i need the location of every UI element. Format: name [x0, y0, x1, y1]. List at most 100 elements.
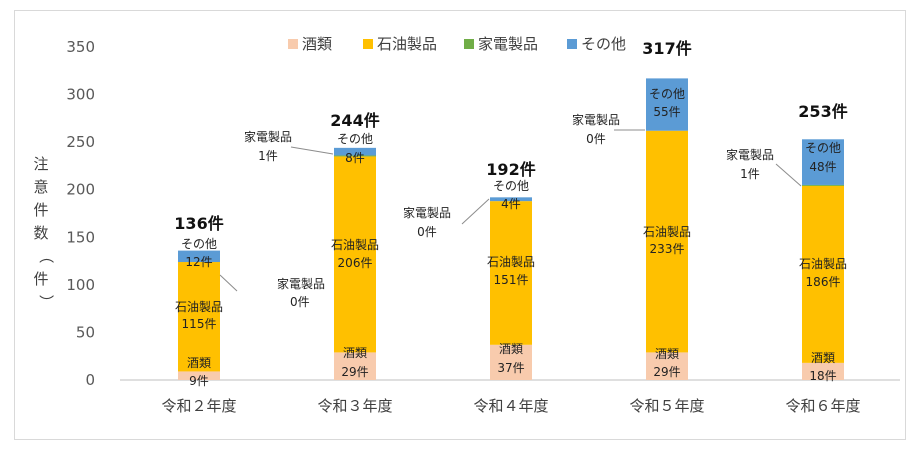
y-axis-label-char: 件: [33, 270, 48, 288]
bar-segment: [646, 352, 688, 380]
bar-segment: [802, 139, 844, 185]
segment-label-count: 55件: [653, 105, 680, 119]
bar-segment: [178, 250, 220, 263]
segment-label-name: 酒類: [499, 342, 523, 356]
y-axis-label-char: 件: [33, 201, 48, 219]
segment-label-name: 酒類: [811, 351, 835, 365]
y-tick-label: 300: [66, 86, 95, 104]
y-tick-label: 50: [76, 323, 95, 341]
segment-label-name: 石油製品: [643, 225, 691, 239]
bar-segment: [646, 130, 688, 353]
y-axis-label-char: （: [37, 248, 55, 263]
segment-label-count: 18件: [809, 369, 836, 383]
segment-label-count: 4件: [501, 197, 521, 211]
y-tick-label: 0: [85, 371, 95, 389]
segment-label-name: 石油製品: [331, 238, 379, 252]
segment-label-count: 37件: [497, 361, 524, 375]
segment-label-name: 石油製品: [487, 255, 535, 269]
segment-label-count: 29件: [653, 365, 680, 379]
bar-segment: [178, 262, 220, 372]
segment-label-name: 酒類: [655, 347, 679, 361]
x-category-label: 令和６年度: [785, 397, 860, 415]
bar-segment: [802, 185, 844, 363]
y-axis-label-char: 注: [33, 155, 48, 173]
data-labels: 136件244件192件317件253件酒類9件石油製品115件その他12件家電…: [174, 39, 847, 388]
legend-entry: 家電製品: [478, 35, 538, 53]
segment-label-count: 233件: [650, 242, 685, 256]
segment-label-name: 家電製品: [277, 276, 325, 291]
segment-label-name: 家電製品: [572, 112, 620, 127]
segment-label-count: 1件: [740, 167, 760, 181]
y-tick-label: 350: [66, 38, 95, 56]
segment-label-name: その他: [649, 87, 685, 101]
legend-swatch: [567, 39, 577, 49]
segment-label-name: 酒類: [343, 346, 367, 360]
x-category-label: 令和３年度: [317, 397, 392, 415]
y-tick-label: 100: [66, 276, 95, 294]
segment-label-count: 0件: [290, 295, 310, 309]
legend-entry: 酒類: [302, 35, 332, 53]
y-axis-label-char: 数: [33, 224, 48, 242]
y-axis: 0 50 100 150 200 250 300 350: [66, 38, 95, 389]
legend-swatch: [363, 39, 373, 49]
x-category-label: 令和５年度: [629, 397, 704, 415]
legend: 酒類 石油製品 家電製品 その他: [288, 35, 626, 53]
y-tick-label: 150: [66, 228, 95, 246]
segment-label-name: 家電製品: [244, 129, 292, 144]
bar-segment: [802, 362, 844, 380]
bar-segment: [802, 184, 844, 186]
bar-segment: [490, 344, 532, 380]
segment-label-count: 12件: [185, 255, 212, 269]
y-axis-label-char: ）: [37, 294, 55, 309]
leader-line: [219, 274, 238, 292]
bar-segment: [490, 201, 532, 345]
x-axis: 令和２年度 令和３年度 令和４年度 令和５年度 令和６年度: [120, 379, 900, 415]
leader-line: [775, 163, 802, 187]
bar-total-label: 244件: [330, 111, 379, 130]
legend-swatch: [464, 39, 474, 49]
segment-label-count: 9件: [189, 374, 209, 388]
segment-label-name: その他: [805, 141, 841, 155]
bar-segment: [334, 147, 376, 156]
segment-label-count: 151件: [494, 273, 529, 287]
legend-entry: 石油製品: [377, 35, 437, 53]
bar-segment: [490, 197, 532, 202]
segment-label-count: 0件: [586, 132, 606, 146]
legend-swatch: [288, 39, 298, 49]
bar-segment: [646, 78, 688, 131]
leader-line: [290, 146, 334, 155]
bar-segment: [334, 155, 376, 157]
segment-label-count: 0件: [417, 225, 437, 239]
chart-frame: [14, 10, 906, 440]
segment-label-count: 8件: [345, 151, 365, 165]
segment-label-name: 家電製品: [403, 205, 451, 220]
segment-label-name: その他: [181, 237, 217, 251]
bar-total-label: 192件: [486, 160, 535, 179]
y-axis-label-char: 意: [33, 178, 48, 196]
segment-label-count: 115件: [182, 317, 217, 331]
bars: [178, 78, 844, 380]
segment-label-count: 48件: [809, 160, 836, 174]
segment-label-count: 186件: [806, 275, 841, 289]
bar-segment: [334, 156, 376, 353]
y-tick-label: 200: [66, 181, 95, 199]
segment-label-name: その他: [337, 132, 373, 146]
leader-line: [461, 198, 490, 225]
bar-total-label: 253件: [798, 102, 847, 121]
segment-label-name: その他: [493, 179, 529, 193]
x-category-label: 令和２年度: [161, 397, 236, 415]
bar-segment: [334, 352, 376, 380]
y-tick-label: 250: [66, 133, 95, 151]
bar-total-label: 317件: [642, 39, 691, 58]
segment-label-name: 家電製品: [726, 147, 774, 162]
bar-total-label: 136件: [174, 214, 223, 233]
x-category-label: 令和４年度: [473, 397, 548, 415]
legend-entry: その他: [581, 35, 626, 53]
segment-label-count: 206件: [338, 256, 373, 270]
bar-segment: [178, 371, 220, 380]
segment-label-name: 石油製品: [799, 257, 847, 271]
segment-label-name: 酒類: [187, 356, 211, 370]
segment-label-count: 1件: [258, 149, 278, 163]
